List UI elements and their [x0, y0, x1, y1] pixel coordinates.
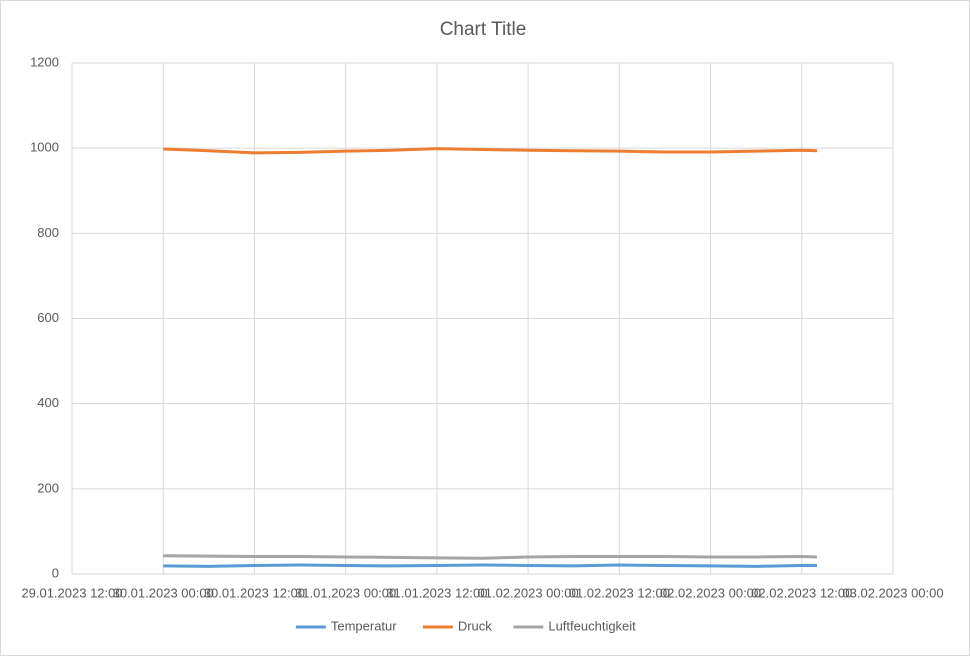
chart-title: Chart Title	[440, 19, 527, 40]
x-tick-label: 03.02.2023 00:00	[842, 585, 943, 600]
legend-label: Luftfeuchtigkeit	[548, 618, 636, 633]
x-tick-label: 01.02.2023 12:00	[569, 585, 670, 600]
y-tick-label: 1200	[30, 54, 59, 69]
series-line	[163, 147, 818, 155]
x-tick-label: 30.01.2023 00:00	[113, 585, 214, 600]
y-tick-label: 400	[37, 395, 59, 410]
legend-label: Druck	[458, 618, 492, 633]
y-tick-label: 800	[37, 225, 59, 240]
y-tick-label: 200	[37, 480, 59, 495]
x-tick-label: 31.01.2023 00:00	[295, 585, 396, 600]
y-tick-label: 600	[37, 310, 59, 325]
series-line	[163, 554, 818, 560]
x-tick-label: 02.02.2023 00:00	[660, 585, 761, 600]
x-tick-label: 30.01.2023 12:00	[204, 585, 305, 600]
y-tick-label: 0	[52, 565, 59, 580]
x-tick-label: 29.01.2023 12:00	[21, 585, 122, 600]
x-tick-label: 01.02.2023 00:00	[478, 585, 579, 600]
y-tick-label: 1000	[30, 140, 59, 155]
series-line	[163, 563, 817, 568]
x-tick-label: 02.02.2023 12:00	[751, 585, 852, 600]
legend-label: Temperatur	[331, 618, 397, 633]
x-tick-label: 31.01.2023 12:00	[386, 585, 487, 600]
